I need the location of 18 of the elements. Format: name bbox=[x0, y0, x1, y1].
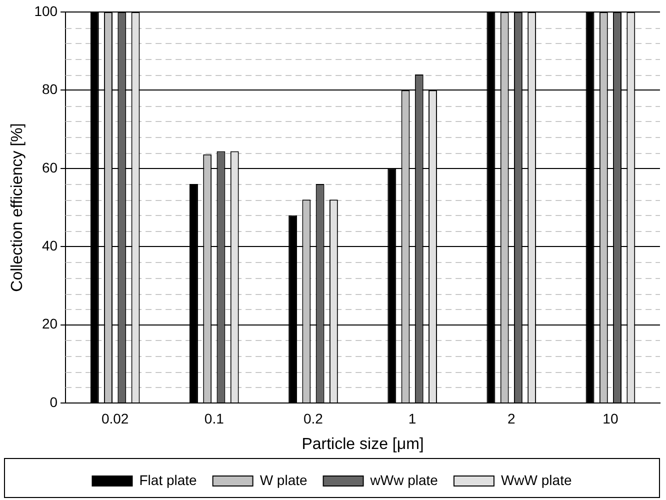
legend-label: wWw plate bbox=[369, 472, 438, 488]
y-tick-label: 0 bbox=[50, 394, 58, 410]
x-tick-label: 0.02 bbox=[101, 410, 129, 426]
x-axis-title: Particle size [μm] bbox=[302, 436, 424, 453]
legend-label: Flat plate bbox=[139, 472, 198, 488]
x-tick-label: 0.2 bbox=[304, 410, 324, 426]
x-tick-label: 10 bbox=[602, 410, 618, 426]
y-tick-label: 60 bbox=[42, 159, 58, 176]
x-tick-label: 0.1 bbox=[204, 410, 224, 426]
y-tick-label: 20 bbox=[42, 316, 58, 332]
x-tick-label: 2 bbox=[507, 410, 516, 426]
legend-label: W plate bbox=[260, 472, 308, 488]
x-tick-label: 1 bbox=[408, 410, 416, 426]
y-tick-label: 40 bbox=[42, 237, 58, 254]
y-axis-title: Collection efficiency [%] bbox=[9, 123, 26, 292]
y-tick-label: 80 bbox=[42, 81, 58, 98]
y-tick-label: 100 bbox=[34, 2, 58, 19]
legend-label: WwW plate bbox=[500, 472, 572, 488]
